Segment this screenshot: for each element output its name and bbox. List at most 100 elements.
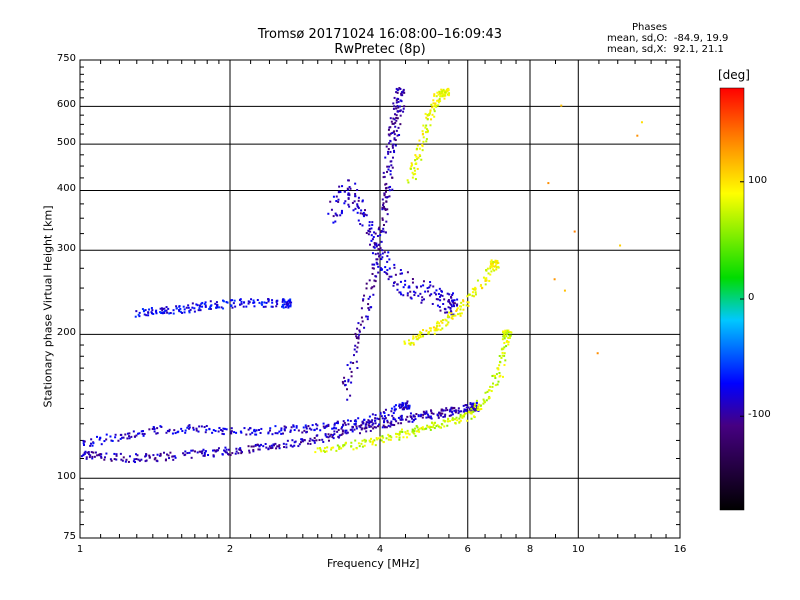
data-point bbox=[416, 286, 419, 289]
data-point bbox=[430, 417, 433, 420]
data-point bbox=[203, 303, 206, 306]
phase-stat-o: mean, sd,O: -84.9, 19.9 bbox=[607, 33, 729, 44]
data-point bbox=[448, 414, 451, 417]
data-point bbox=[393, 138, 396, 141]
data-point bbox=[257, 448, 260, 451]
data-point bbox=[389, 126, 392, 129]
data-point bbox=[334, 220, 337, 223]
data-point bbox=[474, 286, 477, 289]
data-point bbox=[507, 337, 510, 340]
data-point bbox=[148, 456, 151, 459]
data-point bbox=[414, 434, 417, 437]
data-point bbox=[359, 223, 362, 226]
data-point bbox=[332, 437, 335, 440]
data-point bbox=[466, 295, 469, 298]
y-axis-label: Stationary phase Virtual Height [km] bbox=[41, 205, 55, 408]
x-tick-label: 10 bbox=[571, 544, 585, 555]
data-point bbox=[402, 407, 405, 410]
data-point bbox=[360, 209, 363, 212]
data-point bbox=[422, 124, 425, 127]
data-point bbox=[252, 448, 255, 451]
data-point bbox=[461, 416, 464, 419]
data-point bbox=[289, 305, 292, 308]
data-point bbox=[395, 119, 398, 122]
data-point bbox=[382, 424, 385, 427]
data-point bbox=[450, 414, 453, 417]
data-point bbox=[159, 454, 162, 457]
data-point bbox=[247, 302, 250, 305]
data-point bbox=[225, 448, 228, 451]
data-point bbox=[456, 308, 459, 311]
data-point bbox=[473, 295, 476, 298]
data-point bbox=[343, 190, 346, 193]
data-point bbox=[396, 288, 399, 291]
data-point bbox=[428, 294, 431, 297]
data-point bbox=[234, 452, 237, 455]
data-point bbox=[305, 427, 308, 430]
data-point bbox=[85, 457, 88, 460]
data-point bbox=[386, 170, 389, 173]
data-point bbox=[406, 292, 409, 295]
data-point bbox=[226, 301, 229, 304]
data-point bbox=[462, 308, 465, 311]
data-point bbox=[435, 425, 438, 428]
data-point bbox=[443, 298, 446, 301]
x-tick-label: 6 bbox=[464, 544, 471, 555]
data-point bbox=[119, 437, 122, 440]
data-point bbox=[260, 427, 263, 430]
data-point bbox=[391, 122, 394, 125]
data-point bbox=[359, 323, 362, 326]
data-point bbox=[460, 410, 463, 413]
data-point bbox=[361, 427, 364, 430]
data-point bbox=[393, 118, 396, 121]
data-point bbox=[399, 123, 402, 126]
data-point bbox=[462, 410, 465, 413]
data-point bbox=[394, 144, 397, 147]
data-point bbox=[401, 408, 404, 411]
data-point bbox=[471, 294, 474, 297]
data-point bbox=[503, 337, 506, 340]
data-point bbox=[297, 429, 300, 432]
data-point bbox=[415, 147, 418, 150]
data-point bbox=[399, 280, 402, 283]
data-point bbox=[318, 447, 321, 450]
data-point bbox=[444, 91, 447, 94]
data-point bbox=[596, 352, 599, 355]
data-point bbox=[431, 421, 434, 424]
data-point bbox=[383, 420, 386, 423]
data-point bbox=[376, 235, 379, 238]
data-point bbox=[500, 356, 503, 359]
colorbar-tick-label: 100 bbox=[748, 174, 768, 186]
data-point bbox=[364, 440, 367, 443]
data-point bbox=[487, 397, 490, 400]
data-point bbox=[283, 429, 286, 432]
data-point bbox=[193, 307, 196, 310]
data-point bbox=[403, 340, 406, 343]
data-point bbox=[389, 117, 392, 120]
data-point bbox=[489, 273, 492, 276]
data-point bbox=[401, 404, 404, 407]
data-point bbox=[330, 433, 333, 436]
data-point bbox=[435, 322, 438, 325]
data-point bbox=[473, 415, 476, 418]
data-point bbox=[186, 452, 189, 455]
data-point bbox=[355, 335, 358, 338]
data-point bbox=[389, 435, 392, 438]
data-point bbox=[274, 442, 277, 445]
data-point bbox=[175, 305, 178, 308]
data-point bbox=[221, 453, 224, 456]
data-point bbox=[375, 258, 378, 261]
data-point bbox=[289, 429, 292, 432]
data-point bbox=[389, 150, 392, 153]
data-point bbox=[407, 407, 410, 410]
data-point bbox=[388, 258, 391, 261]
data-point bbox=[425, 116, 428, 119]
data-point bbox=[393, 151, 396, 154]
data-point bbox=[458, 421, 461, 424]
data-point bbox=[469, 402, 472, 405]
data-point bbox=[364, 209, 367, 212]
data-point bbox=[439, 309, 442, 312]
data-point bbox=[379, 411, 382, 414]
data-point bbox=[391, 132, 394, 135]
